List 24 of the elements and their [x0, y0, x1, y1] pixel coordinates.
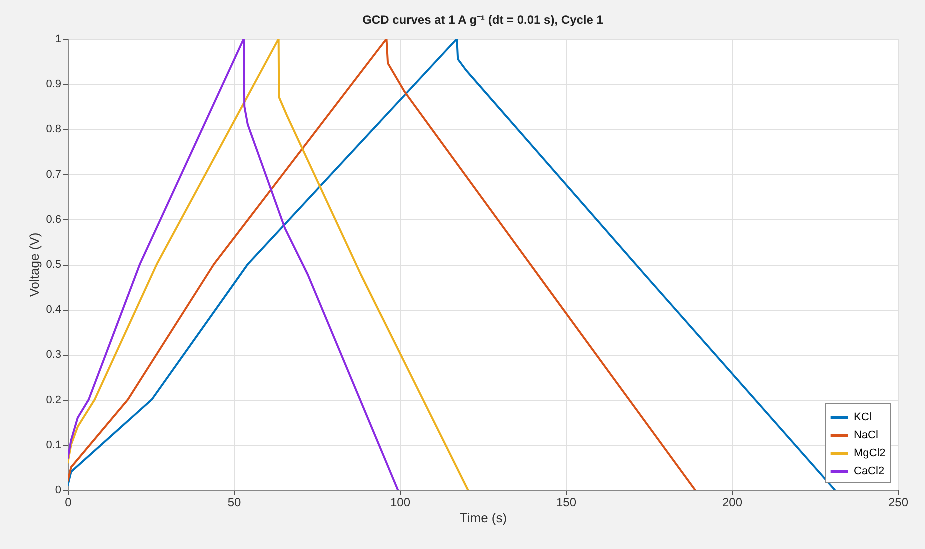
y-tick-label: 0.1	[46, 439, 62, 452]
x-tick-label: 50	[228, 496, 242, 510]
legend-label: KCl	[854, 412, 872, 424]
y-tick-label: 0	[55, 484, 62, 496]
y-tick-label: 0.8	[46, 124, 62, 136]
x-tick-label: 100	[390, 496, 411, 510]
y-tick-label: 0.7	[46, 168, 62, 181]
legend-label: NaCl	[854, 430, 878, 442]
y-tick-label: 0.3	[46, 349, 62, 362]
x-tick-label: 250	[888, 496, 909, 510]
x-tick-label: 0	[65, 496, 72, 510]
x-axis-title: Time (s)	[460, 510, 508, 526]
x-tick-label: 200	[722, 496, 743, 510]
y-tick-label: 0.9	[46, 78, 62, 91]
y-tick-label: 0.2	[46, 394, 62, 406]
y-tick-label: 0.4	[46, 304, 62, 316]
y-tick-label: 0.5	[46, 259, 62, 271]
legend-label: CaCl2	[854, 466, 885, 478]
y-axis-title: Voltage (V)	[27, 232, 42, 298]
chart-title: GCD curves at 1 A g⁻¹ (dt = 0.01 s), Cycle 1	[362, 13, 604, 27]
x-tick-label: 150	[556, 496, 577, 510]
y-tick-label: 1	[55, 34, 62, 46]
y-tick-label: 0.6	[46, 214, 62, 226]
legend-label: MgCl2	[854, 448, 886, 460]
